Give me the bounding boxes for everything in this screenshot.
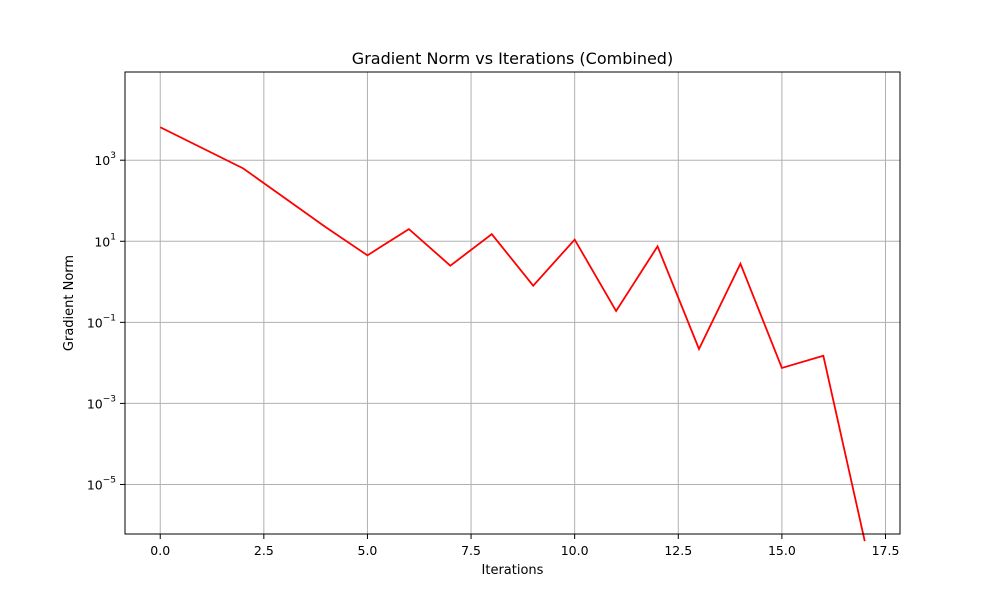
x-tick-label: 17.5 [872,543,900,558]
y-tick-label: 10−1 [87,313,116,330]
y-tick-label: 103 [94,151,116,168]
x-tick-label: 5.0 [358,543,378,558]
x-axis-label: Iterations [482,563,544,578]
chart-title: Gradient Norm vs Iterations (Combined) [352,49,673,68]
y-axis-label: Gradient Norm [62,255,77,351]
x-tick-label: 0.0 [150,543,170,558]
y-tick-base: 10 [87,477,103,492]
series-line [159,126,866,542]
y-tick-exponent: −5 [103,475,116,485]
y-tick-exponent: 1 [110,232,116,242]
x-tick-label: 10.0 [561,543,589,558]
y-tick-base: 10 [87,315,103,330]
x-tick-label: 12.5 [664,543,692,558]
x-axis-ticks: 0.0 2.5 5.0 7.5 10.0 12.5 15.0 17.5 [150,534,899,558]
y-tick-exponent: −3 [103,394,116,404]
plot-frame [124,71,901,535]
y-tick-base: 10 [94,153,110,168]
y-tick-label: 10−3 [87,394,116,411]
series-layer [159,126,866,542]
grid [125,72,900,534]
y-tick-base: 10 [94,234,110,249]
x-tick-label: 7.5 [461,543,481,558]
y-tick-exponent: −1 [103,313,116,323]
y-tick-exponent: 3 [110,151,116,161]
x-tick-label: 2.5 [254,543,274,558]
y-tick-base: 10 [87,396,103,411]
x-tick-label: 15.0 [768,543,796,558]
y-tick-label: 101 [94,232,116,249]
y-tick-label: 10−5 [87,475,116,492]
